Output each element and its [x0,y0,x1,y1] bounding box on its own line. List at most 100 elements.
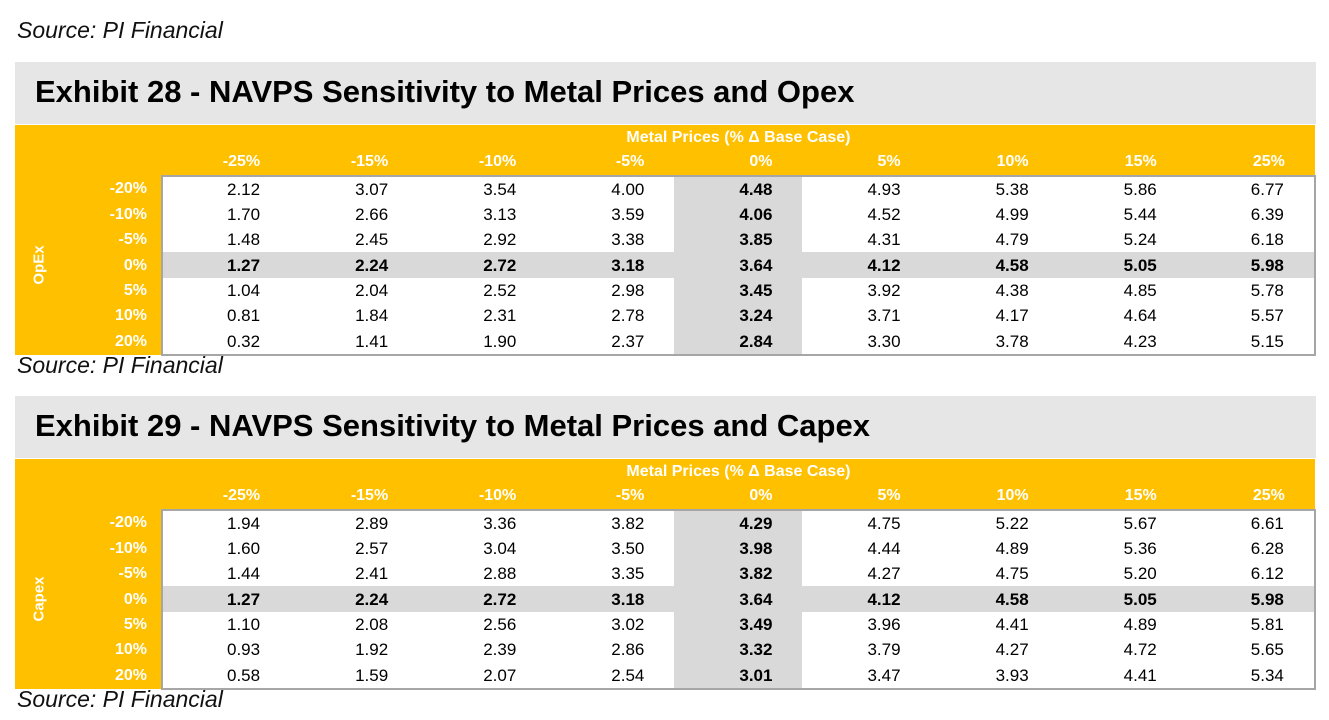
exhibit-29-sensitivity-table: Metal Prices (% Δ Base Case) -25% -15% -10%… [15,459,1316,690]
table-cell: 3.45 [674,277,803,304]
table-cell: 5.05 [1058,586,1187,612]
table-cell: 3.49 [674,611,803,638]
table-cell: 4.89 [930,535,1059,562]
table-cell: 1.04 [160,277,291,304]
table-row: -10% 1.70 2.66 3.13 3.59 4.06 4.52 4.99 5.44 6.39 [15,201,1316,228]
exhibit-29-title: Exhibit 29 - NAVPS Sensitivity to Metal … [15,396,1316,454]
column-label: 5% [802,484,931,510]
table-cell: 3.78 [930,328,1059,356]
header-corner [15,125,162,151]
table-cell: 4.89 [1058,611,1187,638]
x-axis-title: Metal Prices (% Δ Base Case) [162,459,1315,485]
row-label: 20% [62,328,162,355]
table-cell: 1.59 [290,662,419,690]
table-cell: 2.72 [418,586,547,612]
table-row: 5% 1.10 2.08 2.56 3.02 3.49 3.96 4.41 4.89 5.81 [15,611,1316,638]
table-cell: 3.38 [546,227,675,253]
table-cell: 2.08 [290,611,419,638]
row-label: -20% [62,509,162,536]
row-label: 10% [62,637,162,663]
header-corner [15,484,162,510]
table-cell: 4.64 [1058,303,1187,329]
table-cell: 1.41 [290,328,419,356]
row-label: -20% [62,175,162,202]
table-cell: 6.18 [1186,227,1316,253]
column-label: 10% [930,150,1059,176]
table-cell: 4.41 [930,611,1059,638]
table-cell: 5.34 [1186,662,1316,690]
table-cell: 1.27 [160,252,291,278]
column-header-row: -25% -15% -10% -5% 0% 5% 10% 15% 25% [15,150,1315,176]
table-cell: 1.70 [160,201,291,228]
table-cell: 2.31 [418,303,547,329]
x-axis-title: Metal Prices (% Δ Base Case) [162,125,1315,151]
table-cell: 5.81 [1186,611,1316,638]
column-label: 15% [1058,484,1187,510]
column-label: -10% [418,150,547,176]
table-cell: 3.35 [546,561,675,587]
table-cell: 3.54 [418,174,547,202]
table-cell: 6.28 [1186,535,1316,562]
table-row: 0% 1.27 2.24 2.72 3.18 3.64 4.12 4.58 5.05 5.98 [15,252,1316,278]
table-cell: 5.44 [1058,201,1187,228]
table-cell: 4.58 [930,586,1059,612]
table-cell: 4.12 [802,252,931,278]
table-cell: 3.85 [674,227,803,253]
table-row: 5% 1.04 2.04 2.52 2.98 3.45 3.92 4.38 4.85 5.78 [15,277,1316,304]
table-cell: 5.86 [1058,174,1187,202]
table-cell: 2.89 [290,508,419,536]
row-label: 5% [62,277,162,304]
table-row: 0% 1.27 2.24 2.72 3.18 3.64 4.12 4.58 5.05 5.98 [15,586,1316,612]
table-cell: 5.36 [1058,535,1187,562]
source-note-top: Source: PI Financial [17,17,223,43]
table-cell: 3.24 [674,303,803,329]
table-cell: 3.93 [930,662,1059,690]
header-corner [15,150,162,176]
row-label: -5% [62,561,162,587]
table-cell: 3.82 [674,561,803,587]
row-label: -10% [62,535,162,562]
column-label: -10% [418,484,547,510]
column-label: -5% [546,150,675,176]
table-cell: 3.64 [674,252,803,278]
table-cell: 6.77 [1186,174,1316,202]
table-row: 20% 0.58 1.59 2.07 2.54 3.01 3.47 3.93 4.41 5.34 [15,662,1316,690]
exhibit-28-sensitivity-table: Metal Prices (% Δ Base Case) -25% -15% -10%… [15,125,1316,356]
table-cell: 6.39 [1186,201,1316,228]
table-cell: 4.17 [930,303,1059,329]
y-axis-title: OpEx [15,175,62,355]
table-cell: 2.07 [418,662,547,690]
table-cell: 1.92 [290,637,419,663]
table-cell: 4.12 [802,586,931,612]
table-cell: 4.29 [674,508,803,536]
table-cell: 5.15 [1186,328,1316,356]
row-label: 5% [62,611,162,638]
table-cell: 5.05 [1058,252,1187,278]
column-label: 0% [674,150,803,176]
table-cell: 3.01 [674,662,803,690]
column-label: 25% [1186,484,1315,510]
table-cell: 2.92 [418,227,547,253]
table-cell: 0.81 [160,303,291,329]
column-label: 10% [930,484,1059,510]
table-cell: 3.64 [674,586,803,612]
row-label: 0% [62,586,162,612]
table-cell: 1.44 [160,561,291,587]
table-cell: 4.85 [1058,277,1187,304]
table-row: Capex -20% 1.94 2.89 3.36 3.82 4.29 4.75 5.22 5.6… [15,508,1316,689]
column-label: -25% [162,150,291,176]
table-cell: 0.32 [160,328,291,356]
table-row: 20% 0.32 1.41 1.90 2.37 2.84 3.30 3.78 4.23 5.15 [15,328,1316,356]
table-cell: 3.30 [802,328,931,356]
table-cell: 2.56 [418,611,547,638]
table-cell: 2.54 [546,662,675,690]
exhibit-28-divider [15,120,1316,124]
table-row: -5% 1.44 2.41 2.88 3.35 3.82 4.27 4.75 5.20 6.12 [15,561,1316,587]
table-cell: 2.41 [290,561,419,587]
row-label: -10% [62,201,162,228]
exhibit-28-source-note: Source: PI Financial [17,352,223,378]
column-label: 25% [1186,150,1315,176]
table-cell: 3.96 [802,611,931,638]
table-cell: 3.50 [546,535,675,562]
table-cell: 2.88 [418,561,547,587]
